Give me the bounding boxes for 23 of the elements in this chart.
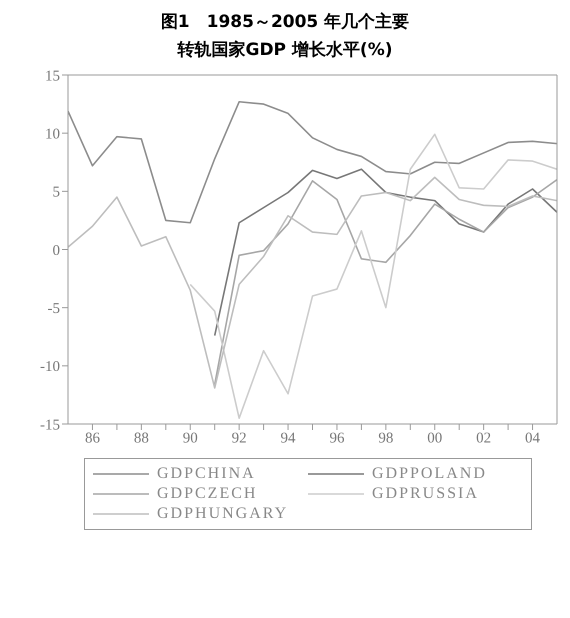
y-tick-label: 10 [45,126,60,142]
x-tick-label: 04 [525,430,541,447]
legend-label: GDPHUNGARY [157,505,288,523]
legend-label: GDPCZECH [157,485,258,503]
x-tick-label: 00 [427,430,442,447]
x-tick-label: 02 [476,430,492,447]
chart-title: 图1 1985～2005 年几个主要转轨国家GDP 增长水平(%) [160,11,410,62]
y-tick-label: -10 [40,359,60,376]
y-tick-label: 15 [45,68,60,84]
legend-label: GDPPOLAND [372,465,487,483]
y-tick-label: -5 [48,300,60,317]
x-tick-label: 88 [134,430,149,447]
legend-label: GDPRUSSIA [372,485,479,503]
legend-label: GDPCHINA [157,465,256,483]
x-tick-label: 90 [182,430,198,447]
x-tick-label: 94 [280,430,296,447]
x-tick-label: 98 [378,430,394,447]
x-tick-label: 92 [232,430,247,447]
y-tick-label: 0 [52,242,60,259]
x-tick-label: 86 [84,430,100,447]
x-tick-label: 96 [329,430,345,447]
y-tick-label: -15 [40,417,60,434]
y-tick-label: 5 [52,184,60,201]
